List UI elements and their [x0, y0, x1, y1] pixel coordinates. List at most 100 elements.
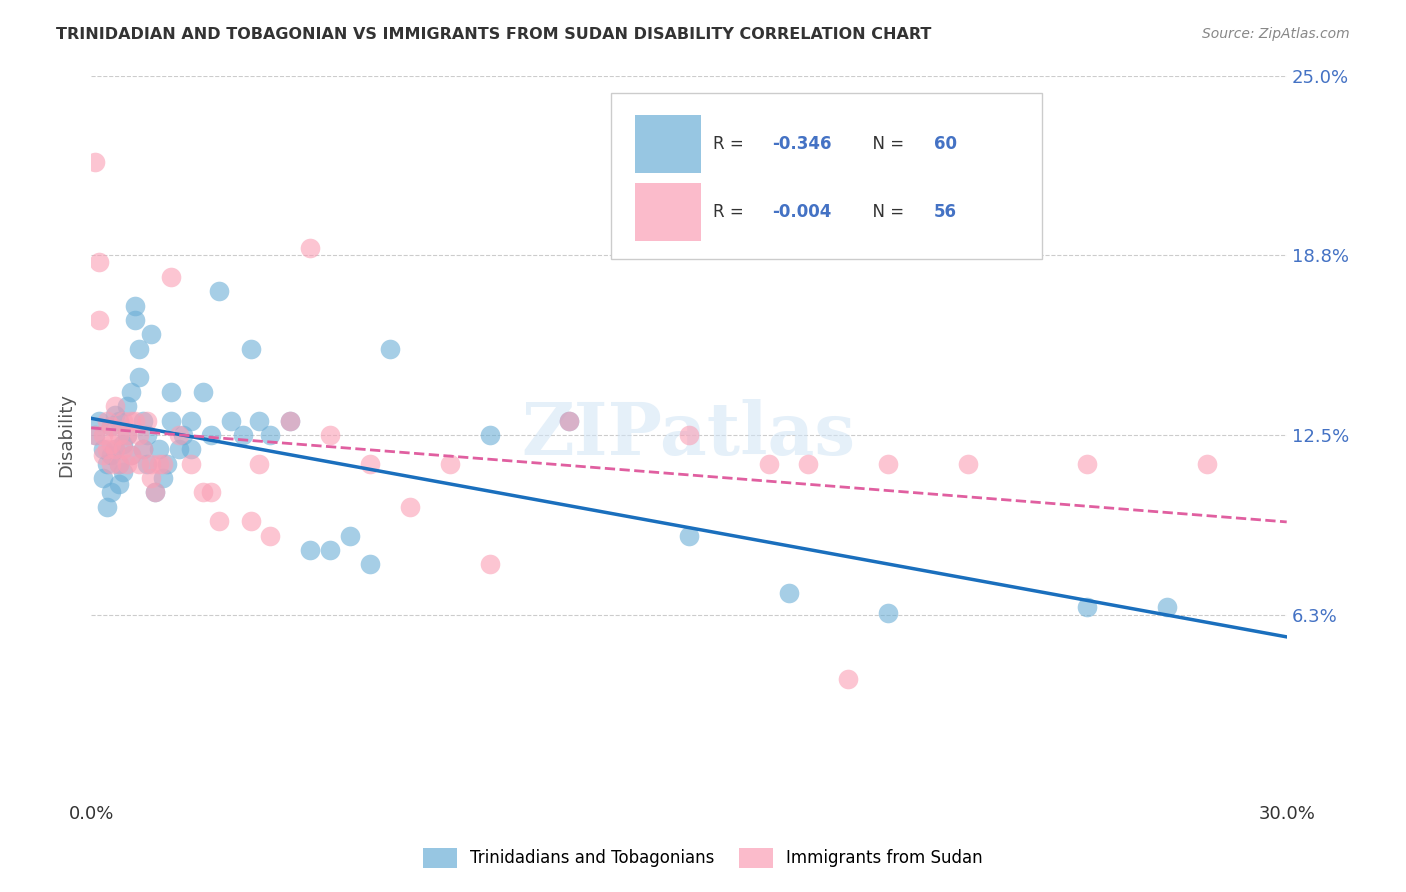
Point: [108, 413, 131, 427]
Point: [104, 399, 127, 413]
Point: [232, 428, 254, 442]
Point: [167, 428, 190, 442]
Point: [319, 428, 342, 442]
Point: [239, 342, 262, 356]
Point: [136, 428, 159, 442]
Y-axis label: Disability: Disability: [58, 393, 75, 477]
Point: [87, 313, 110, 327]
Point: [208, 514, 231, 528]
Point: [84, 428, 107, 442]
Point: [208, 284, 231, 298]
Point: [128, 342, 150, 356]
Point: [84, 428, 107, 442]
Point: [1076, 457, 1098, 471]
Point: [104, 442, 127, 457]
Point: [239, 514, 262, 528]
Point: [160, 413, 183, 427]
Point: [299, 241, 322, 255]
Point: [112, 442, 135, 457]
Point: [837, 673, 859, 687]
Point: [108, 457, 131, 471]
Point: [84, 154, 107, 169]
Point: [115, 399, 138, 413]
Point: [152, 471, 174, 485]
Point: [191, 485, 214, 500]
Point: [478, 428, 501, 442]
Point: [1195, 457, 1218, 471]
Point: [143, 485, 166, 500]
Point: [1156, 600, 1178, 615]
Point: [91, 428, 114, 442]
Point: [180, 413, 202, 427]
Point: [100, 448, 122, 462]
Point: [128, 370, 150, 384]
Point: [112, 413, 135, 427]
Point: [758, 457, 780, 471]
Point: [108, 428, 131, 442]
Point: [120, 413, 142, 427]
Point: [108, 457, 131, 471]
Point: [280, 413, 302, 427]
Point: [299, 543, 322, 558]
Point: [678, 528, 700, 542]
Point: [108, 476, 131, 491]
Point: [139, 457, 162, 471]
Point: [87, 413, 110, 427]
Text: N =: N =: [862, 203, 910, 221]
Point: [132, 442, 155, 457]
Point: [359, 558, 381, 572]
Point: [96, 413, 118, 427]
Point: [128, 457, 150, 471]
Point: [167, 442, 190, 457]
Point: [180, 442, 202, 457]
Point: [439, 457, 461, 471]
Point: [160, 269, 183, 284]
Point: [100, 419, 122, 434]
Point: [136, 457, 159, 471]
Point: [778, 586, 800, 600]
Text: Source: ZipAtlas.com: Source: ZipAtlas.com: [1202, 27, 1350, 41]
Point: [115, 428, 138, 442]
Text: R =: R =: [700, 142, 737, 160]
Point: [91, 442, 114, 457]
Point: [148, 442, 170, 457]
Point: [160, 384, 183, 399]
Point: [172, 428, 194, 442]
Point: [115, 428, 138, 442]
FancyBboxPatch shape: [612, 94, 1042, 259]
Point: [132, 442, 155, 457]
Point: [956, 457, 979, 471]
Point: [112, 466, 135, 480]
Legend: Trinidadians and Tobagonians, Immigrants from Sudan: Trinidadians and Tobagonians, Immigrants…: [416, 841, 990, 875]
Point: [124, 413, 146, 427]
Point: [100, 419, 122, 434]
Point: [91, 448, 114, 462]
Point: [120, 384, 142, 399]
Text: 60: 60: [934, 135, 957, 153]
Point: [124, 313, 146, 327]
Point: [247, 413, 270, 427]
Point: [148, 457, 170, 471]
Point: [91, 471, 114, 485]
Point: [104, 442, 127, 457]
Point: [259, 428, 281, 442]
Point: [100, 485, 122, 500]
Point: [180, 457, 202, 471]
Point: [259, 528, 281, 542]
Point: [120, 448, 142, 462]
Point: [152, 457, 174, 471]
Point: [1076, 600, 1098, 615]
Text: -0.346: -0.346: [773, 135, 832, 153]
Point: [124, 299, 146, 313]
Point: [478, 558, 501, 572]
Point: [139, 327, 162, 342]
Point: [132, 413, 155, 427]
Point: [877, 457, 900, 471]
Point: [112, 436, 135, 450]
Point: [200, 428, 222, 442]
Point: [200, 485, 222, 500]
Point: [399, 500, 422, 514]
Text: ZIPatlas: ZIPatlas: [522, 400, 856, 470]
Point: [100, 457, 122, 471]
Point: [96, 500, 118, 514]
